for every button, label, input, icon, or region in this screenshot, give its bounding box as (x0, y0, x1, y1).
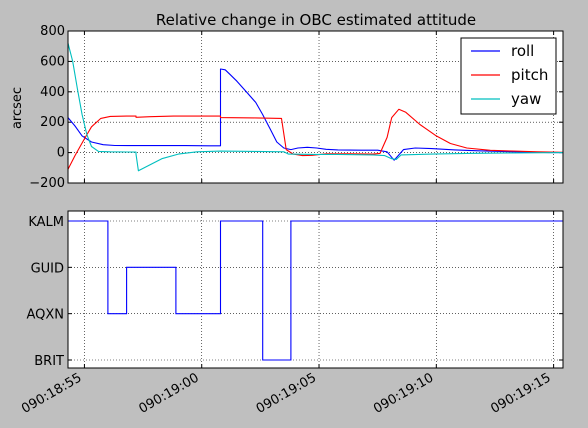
bottom-plot: 090:18:55 090:19:00 090:19:05 090:19:10 090:… (19, 210, 564, 417)
y-tick-label: 0 (57, 146, 65, 161)
plot-frame (67, 210, 564, 369)
x-tick-label: 090:19:10 (371, 370, 436, 416)
top-plot: −200 0 200 400 600 800 roll pitch yaw (29, 24, 564, 191)
x-tick-label: 090:19:15 (488, 370, 553, 416)
series-roll-line (67, 68, 563, 161)
y-tick-label: 800 (40, 24, 65, 39)
plot-area (68, 211, 563, 368)
y-tick-label: AQXN (26, 308, 64, 323)
legend-label-yaw: yaw (511, 90, 541, 108)
x-tick-label: 090:19:00 (136, 370, 201, 416)
y-tick-label: 400 (40, 85, 65, 100)
y-tick-label: 600 (40, 54, 65, 69)
y-axis-label: arcsec (10, 87, 25, 129)
y-tick-label: 200 (40, 115, 65, 130)
y-tick-label: BRIT (34, 354, 64, 369)
series-yaw-line (67, 43, 564, 172)
y-tick-label: −200 (29, 176, 65, 191)
legend: roll pitch yaw (460, 37, 557, 115)
chart-title: Relative change in OBC estimated attitud… (156, 11, 476, 29)
mode-series-line (68, 220, 563, 361)
plot-frame (67, 30, 564, 184)
series-pitch-line (67, 108, 564, 170)
y-tick-label: GUID (31, 261, 64, 276)
x-tick-label: 090:19:05 (254, 370, 319, 416)
x-tick-label: 090:18:55 (19, 370, 84, 416)
y-tick-label: KALM (28, 215, 64, 230)
legend-label-roll: roll (511, 42, 534, 60)
legend-label-pitch: pitch (511, 66, 548, 84)
